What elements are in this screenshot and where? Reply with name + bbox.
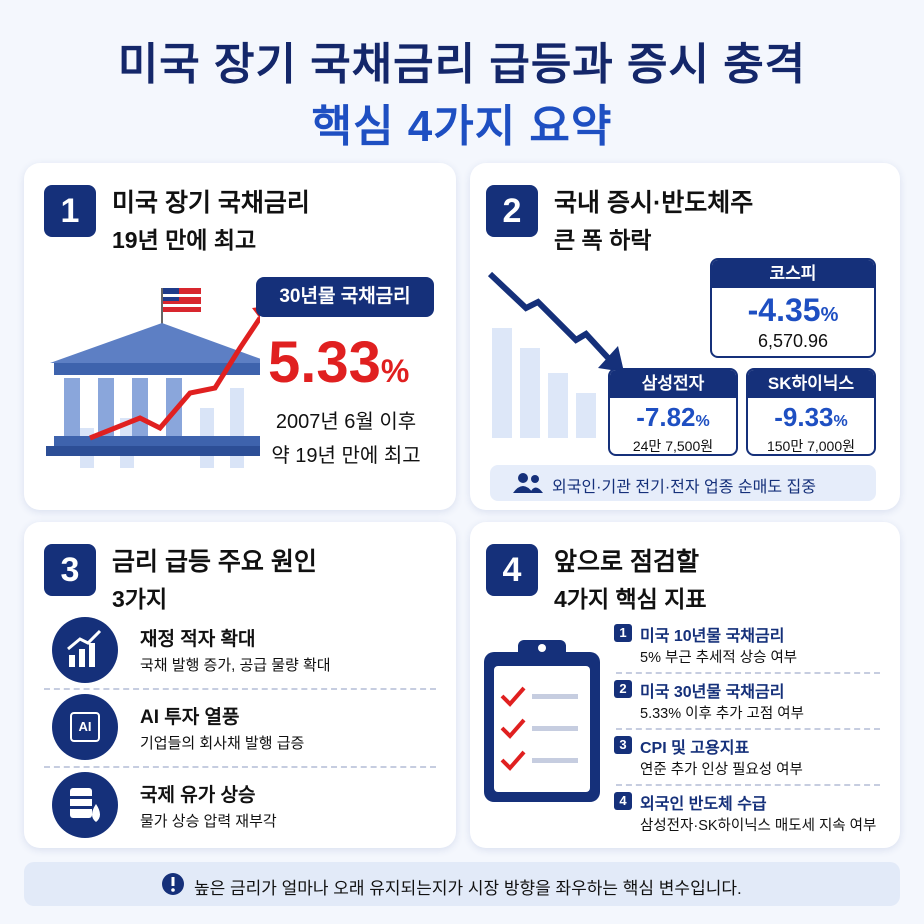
clipboard-icon [484, 640, 600, 802]
stock-change: -9.33% [748, 402, 874, 433]
separator [616, 672, 880, 674]
title-line1: 미국 장기 국채금리 급등과 증시 충격 [117, 40, 807, 89]
card-title: 국내 증시·반도체주 [554, 189, 754, 217]
stock-price: 150만 7,000원 [766, 438, 856, 454]
item-title: 재정 적자 확대 [140, 629, 256, 650]
alert-icon [162, 873, 184, 895]
value: 5.33 [268, 330, 381, 395]
footer-text: 외국인·기관 전기·전자 업종 순매도 집중 [552, 479, 816, 496]
value: -9.33 [774, 402, 834, 432]
card-title: 미국 장기 국채금리 [112, 189, 310, 217]
icon-oil [52, 772, 118, 838]
item-desc: 기업들의 회사채 발행 급증 [140, 735, 305, 752]
item-desc: 국채 발행 증가, 공급 물량 확대 [140, 657, 331, 674]
card-title: 큰 폭 하락 [554, 227, 652, 253]
stock-name: 삼성전자 [610, 370, 736, 398]
unit: % [820, 304, 839, 326]
value: -7.82 [636, 402, 696, 432]
card-title: 3가지 [112, 586, 168, 612]
item-number: 2 [614, 680, 632, 698]
separator [44, 766, 436, 768]
separator [616, 784, 880, 786]
card: 1 미국 장기 국채금리 19년 만에 최고 30년물 국채금리 5.33% 2… [24, 163, 456, 510]
separator [44, 688, 436, 690]
icon-ai: AI [52, 694, 118, 760]
item-desc: 물가 상승 압력 재부각 [140, 813, 277, 830]
stock-name: 코스피 [712, 260, 874, 288]
item-title: CPI 및 고용지표 [640, 740, 750, 757]
item-title: 국제 유가 상승 [140, 785, 256, 806]
item-title: 미국 10년물 국채금리 [640, 628, 785, 645]
item-desc: 5.33% 이후 추가 고점 여부 [640, 706, 804, 722]
separator [616, 728, 880, 730]
people-icon [513, 473, 543, 493]
card-title: 19년 만에 최고 [112, 227, 257, 253]
badge: 30년물 국채금리 [256, 277, 434, 317]
stock-change: -4.35% [712, 292, 874, 329]
footer-text: 높은 금리가 얼마나 오래 유지되는지가 시장 방향을 좌우하는 핵심 변수입니… [194, 879, 742, 898]
card-number: 3 [44, 544, 96, 596]
unit: % [380, 353, 410, 389]
icon-label: AI [70, 712, 100, 742]
item-desc: 삼성전자·SK하이닉스 매도세 지속 여부 [640, 818, 877, 834]
stock-box: 코스피 -4.35% 6,570.96 [710, 258, 876, 358]
title-line2: 핵심 4가지 요약 [311, 102, 613, 151]
footer-pill: 외국인·기관 전기·전자 업종 순매도 집중 [490, 465, 876, 501]
item-desc: 연준 추가 인상 필요성 여부 [640, 762, 803, 778]
item-title: 미국 30년물 국채금리 [640, 684, 785, 701]
note: 2007년 6월 이후 [275, 411, 417, 433]
item-title: AI 투자 열풍 [140, 707, 240, 728]
unit: % [695, 413, 710, 430]
card-title: 금리 급등 주요 원인 [112, 548, 317, 576]
stock-change: -7.82% [610, 402, 736, 433]
value: -4.35 [747, 292, 821, 328]
footer-bar: 높은 금리가 얼마나 오래 유지되는지가 시장 방향을 좌우하는 핵심 변수입니… [24, 862, 900, 906]
card-title: 4가지 핵심 지표 [554, 586, 707, 612]
icon-chart [52, 617, 118, 683]
card-number: 2 [486, 185, 538, 237]
card-number: 1 [44, 185, 96, 237]
item-desc: 5% 부근 추세적 상승 여부 [640, 650, 798, 666]
item-number: 3 [614, 736, 632, 754]
stock-box: SK하이닉스 -9.33% 150만 7,000원 [746, 368, 876, 456]
item-number: 1 [614, 624, 632, 642]
card-number: 4 [486, 544, 538, 596]
note: 약 19년 만에 최고 [271, 445, 421, 467]
card: 3 금리 급등 주요 원인 3가지 재정 적자 확대 국채 발행 증가, 공급 … [24, 522, 456, 848]
bank-illustration [46, 288, 260, 468]
decline-illustration [487, 271, 624, 438]
card-title: 앞으로 점검할 [554, 548, 699, 576]
stock-price: 24만 7,500원 [632, 438, 714, 454]
unit: % [833, 413, 848, 430]
card: 2 국내 증시·반도체주 큰 폭 하락 코스피 -4.35% 6,570.96 … [470, 163, 900, 510]
stock-box: 삼성전자 -7.82% 24만 7,500원 [608, 368, 738, 456]
stock-name: SK하이닉스 [748, 370, 874, 398]
stock-price: 6,570.96 [757, 331, 829, 351]
rate-value: 5.33% [268, 329, 409, 396]
item-number: 4 [614, 792, 632, 810]
card: 4 앞으로 점검할 4가지 핵심 지표 1 미국 10년물 국채금리 5% 부근 추… [470, 522, 900, 848]
item-title: 외국인 반도체 수급 [640, 796, 767, 813]
